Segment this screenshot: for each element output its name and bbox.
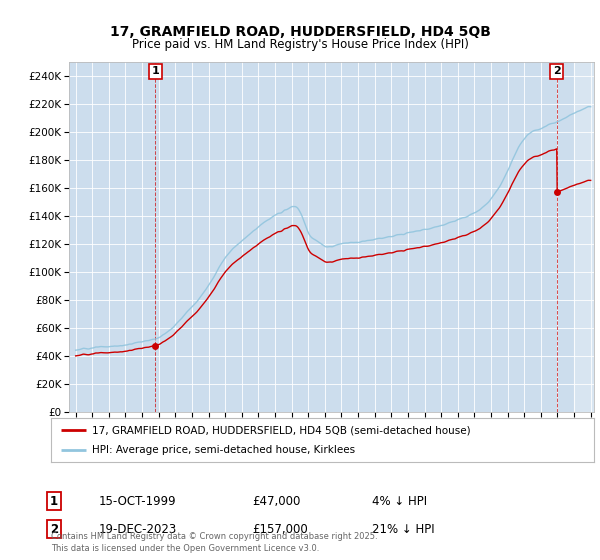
Text: 17, GRAMFIELD ROAD, HUDDERSFIELD, HD4 5QB: 17, GRAMFIELD ROAD, HUDDERSFIELD, HD4 5Q… (110, 25, 490, 39)
Text: 19-DEC-2023: 19-DEC-2023 (99, 522, 177, 536)
Text: 21% ↓ HPI: 21% ↓ HPI (372, 522, 434, 536)
Text: £47,000: £47,000 (252, 494, 301, 508)
Text: Contains HM Land Registry data © Crown copyright and database right 2025.
This d: Contains HM Land Registry data © Crown c… (51, 533, 377, 553)
Bar (574, 62, 599, 412)
Text: 1: 1 (50, 494, 58, 508)
Text: 2: 2 (50, 522, 58, 536)
Text: £157,000: £157,000 (252, 522, 308, 536)
Text: 4% ↓ HPI: 4% ↓ HPI (372, 494, 427, 508)
Text: HPI: Average price, semi-detached house, Kirklees: HPI: Average price, semi-detached house,… (92, 445, 355, 455)
Text: Price paid vs. HM Land Registry's House Price Index (HPI): Price paid vs. HM Land Registry's House … (131, 38, 469, 51)
Bar (574, 62, 599, 412)
Text: 1: 1 (151, 67, 159, 76)
Text: 17, GRAMFIELD ROAD, HUDDERSFIELD, HD4 5QB (semi-detached house): 17, GRAMFIELD ROAD, HUDDERSFIELD, HD4 5Q… (92, 425, 470, 435)
Text: 15-OCT-1999: 15-OCT-1999 (99, 494, 176, 508)
Text: 2: 2 (553, 67, 560, 76)
